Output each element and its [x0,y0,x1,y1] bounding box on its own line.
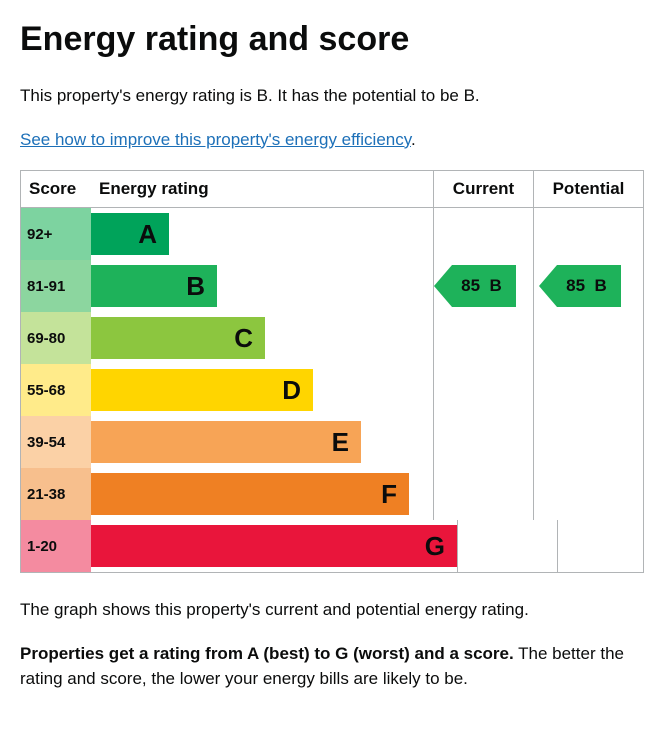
rating-bar-b: B [91,265,217,307]
current-cell [433,364,533,416]
col-score-header: Score [21,171,91,207]
current-marker: 85 B [452,265,516,307]
intro-text: This property's energy rating is B. It h… [20,83,644,109]
potential-cell [533,312,643,364]
current-cell [433,312,533,364]
potential-cell [533,208,643,260]
bar-cell: G [91,520,457,572]
current-cell [457,520,557,572]
score-cell: 39-54 [21,416,91,468]
bar-cell: C [91,312,433,364]
improve-efficiency-link[interactable]: See how to improve this property's energ… [20,130,411,149]
score-cell: 1-20 [21,520,91,572]
page-heading: Energy rating and score [20,20,644,59]
potential-cell: 85 B [533,260,643,312]
chart-row: 21-38F [21,468,643,520]
rating-bar-g: G [91,525,457,567]
current-cell [433,416,533,468]
chart-row: 92+A [21,208,643,260]
rating-bar-e: E [91,421,361,463]
current-cell [433,208,533,260]
score-cell: 69-80 [21,312,91,364]
score-cell: 81-91 [21,260,91,312]
rating-bar-f: F [91,473,409,515]
potential-cell [533,468,643,520]
chart-row: 39-54E [21,416,643,468]
bar-cell: D [91,364,433,416]
col-rating-header: Energy rating [91,171,433,207]
chart-row: 1-20G [21,520,643,572]
bar-cell: E [91,416,433,468]
ratings-explanation: Properties get a rating from A (best) to… [20,641,644,692]
chart-row: 81-91B 85 B 85 B [21,260,643,312]
current-cell [433,468,533,520]
col-potential-header: Potential [533,171,643,207]
bar-cell: B [91,260,433,312]
score-cell: 92+ [21,208,91,260]
rating-bar-c: C [91,317,265,359]
col-current-header: Current [433,171,533,207]
chart-row: 55-68D [21,364,643,416]
energy-rating-chart: Score Energy rating Current Potential 92… [20,170,644,573]
potential-marker: 85 B [557,265,621,307]
potential-cell [533,416,643,468]
potential-cell [557,520,664,572]
bar-cell: A [91,208,433,260]
rating-bar-a: A [91,213,169,255]
rating-bar-d: D [91,369,313,411]
current-cell: 85 B [433,260,533,312]
score-cell: 21-38 [21,468,91,520]
chart-caption: The graph shows this property's current … [20,597,644,623]
chart-header: Score Energy rating Current Potential [21,171,643,208]
potential-cell [533,364,643,416]
bar-cell: F [91,468,433,520]
score-cell: 55-68 [21,364,91,416]
chart-row: 69-80C [21,312,643,364]
